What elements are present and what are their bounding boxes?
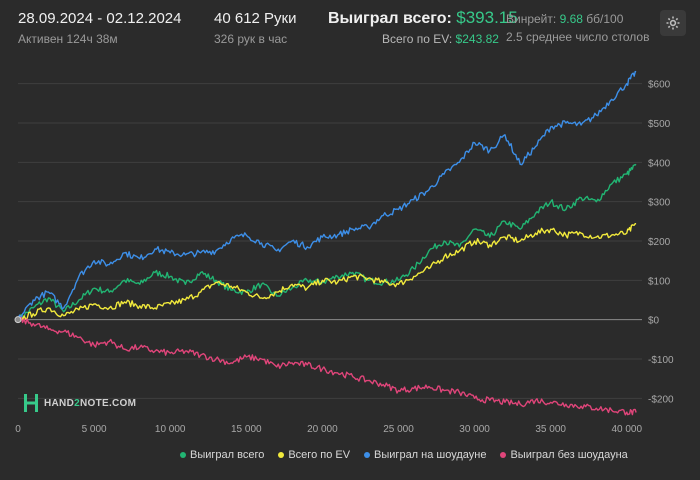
legend-item-noshowdown[interactable]: Выиграл без шоудауна [500, 446, 628, 464]
series-line-ev [17, 222, 637, 321]
legend-label-showdown: Выиграл на шоудауне [374, 449, 487, 461]
series-line-noshowdown [17, 316, 637, 416]
x-tick-label: 25 000 [383, 424, 414, 435]
y-tick-label: $400 [648, 158, 671, 169]
ev-total-value: $243.82 [455, 32, 499, 46]
y-tick-label: $200 [648, 237, 671, 248]
x-tick-label: 0 [15, 424, 21, 435]
series-line-won [17, 163, 637, 323]
x-tick-label: 20 000 [307, 424, 338, 435]
legend-dot-noshowdown [500, 452, 507, 458]
x-axis-ticks: 0 5 000 10 000 15 000 20 000 25 000 30 000 35 0… [15, 424, 642, 435]
x-tick-label: 10 000 [155, 424, 186, 435]
winrate-value: 9.68 [559, 12, 583, 26]
legend-dot-won [180, 452, 186, 458]
won-total-label: Выиграл всего: [328, 10, 452, 27]
winrate-label: Винрейт: [506, 12, 557, 26]
hand2note-logo-icon [24, 394, 38, 412]
y-tick-label: -$200 [648, 394, 674, 405]
y-tick-label: $100 [648, 276, 671, 287]
legend-item-showdown[interactable]: Выиграл на шоудауне [364, 446, 486, 464]
series-line-showdown [17, 70, 637, 320]
y-tick-label: $300 [648, 198, 671, 209]
y-tick-label: $500 [648, 119, 671, 130]
ev-total: Всего по EV: $243.82 [382, 32, 499, 46]
hands-count: 40 612 Руки [214, 10, 297, 27]
legend-item-won[interactable]: Выиграл всего [180, 446, 264, 464]
legend-label-noshowdown: Выиграл без шоудауна [510, 449, 628, 461]
y-tick-label: $0 [648, 316, 660, 327]
won-total-value: $393.15 [456, 8, 518, 27]
settings-button[interactable] [660, 10, 686, 36]
winrate: Винрейт: 9.68 бб/100 [506, 12, 623, 26]
chart-series [14, 70, 637, 416]
legend-dot-showdown [364, 452, 371, 458]
winrate-unit: бб/100 [586, 12, 624, 26]
origin-point [14, 316, 22, 324]
legend-item-ev[interactable]: Всего по EV [278, 446, 350, 464]
hand2note-logo-text: HAND2NOTE.COM [44, 397, 137, 409]
y-tick-label: -$100 [648, 355, 674, 366]
gear-icon [666, 16, 680, 30]
ev-total-label: Всего по EV: [382, 32, 453, 46]
legend-label-ev: Всего по EV [288, 449, 351, 461]
y-tick-label: $600 [648, 80, 671, 91]
chart-legend: Выиграл всего Всего по EV Выиграл на шоу… [180, 446, 628, 464]
legend-label-won: Выиграл всего [190, 449, 265, 461]
x-tick-label: 35 000 [535, 424, 566, 435]
won-total: Выиграл всего: $393.15 [328, 8, 518, 28]
x-tick-label: 40 000 [611, 424, 642, 435]
stats-header: 28.09.2024 - 02.12.2024 Активен 124ч 38м… [0, 0, 700, 52]
hands-per-hour: 326 рук в час [214, 32, 288, 46]
x-tick-label: 5 000 [82, 424, 107, 435]
legend-dot-ev [278, 452, 285, 458]
y-axis-ticks: -$200 -$100 $0 $100 $200 $300 $400 $500 $600 [648, 80, 674, 406]
x-tick-label: 15 000 [231, 424, 262, 435]
hand2note-logo: HAND2NOTE.COM [24, 394, 136, 412]
active-time: Активен 124ч 38м [18, 32, 118, 46]
date-range: 28.09.2024 - 02.12.2024 [18, 10, 182, 27]
avg-tables: 2.5 среднее число столов [506, 30, 650, 44]
x-tick-label: 30 000 [459, 424, 490, 435]
